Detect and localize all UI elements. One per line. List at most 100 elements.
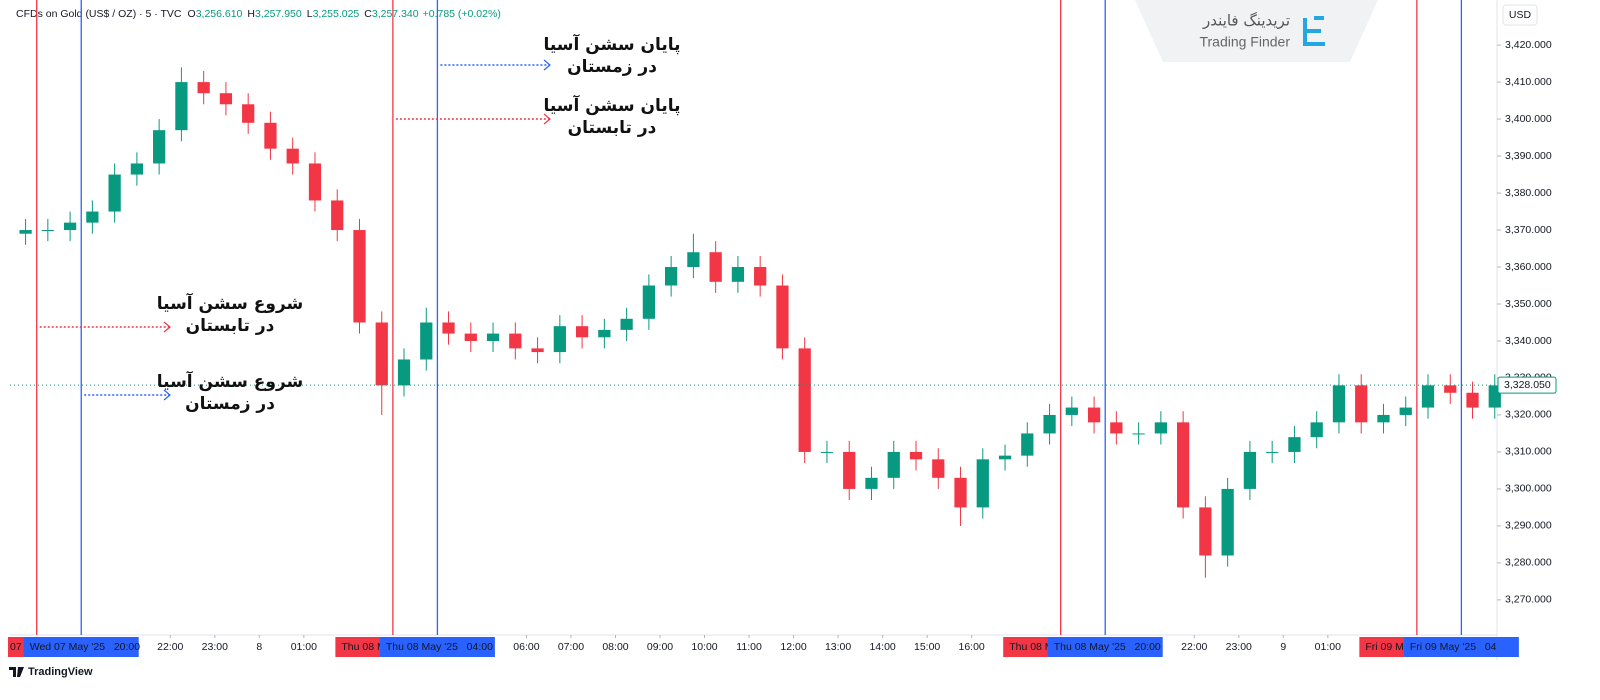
candle-body bbox=[286, 148, 299, 164]
y-tick-label: 3,290.000 bbox=[1505, 520, 1552, 532]
candle-body bbox=[1021, 433, 1034, 456]
candle-body bbox=[442, 322, 455, 334]
candle-body bbox=[976, 459, 989, 508]
watermark-en: Trading Finder bbox=[1199, 34, 1290, 50]
candle-body bbox=[1132, 433, 1145, 435]
x-tick-label: 22:00 bbox=[157, 641, 183, 653]
candle-body bbox=[1399, 407, 1412, 415]
change: +0.785 (+0.02%) bbox=[423, 8, 501, 20]
candle-body bbox=[464, 333, 477, 341]
session-label: 07 bbox=[10, 641, 22, 653]
x-tick-label: 23:00 bbox=[1226, 641, 1252, 653]
candle-body bbox=[1177, 422, 1190, 508]
candle-body bbox=[1065, 407, 1078, 415]
y-tick-label: 3,420.000 bbox=[1505, 39, 1552, 51]
x-tick-label: 14:00 bbox=[869, 641, 895, 653]
candle-body bbox=[486, 333, 500, 341]
candle-body bbox=[865, 477, 878, 489]
annotation-text: شروع سشن آسیا bbox=[157, 292, 304, 314]
candle-body bbox=[19, 230, 32, 234]
candle-body bbox=[1266, 451, 1279, 453]
candle-body bbox=[1466, 392, 1479, 408]
candle-body bbox=[353, 230, 366, 323]
candle-body bbox=[731, 267, 745, 282]
annotation-text: شروع سشن آسیا bbox=[157, 370, 304, 392]
candle-body bbox=[754, 267, 767, 286]
y-tick-label: 3,410.000 bbox=[1505, 76, 1552, 88]
x-tick-label: 23:00 bbox=[202, 641, 228, 653]
last-price-label: 3,328.050 bbox=[1504, 379, 1551, 391]
session-label: Thu 08 May '25 20:00 bbox=[1054, 641, 1161, 653]
ohlc-value: 3,257.340 bbox=[372, 8, 419, 20]
y-tick-label: 3,280.000 bbox=[1505, 557, 1552, 569]
candle-body bbox=[1332, 385, 1346, 423]
candle-body bbox=[620, 318, 633, 330]
candle-body bbox=[1377, 414, 1390, 423]
candle-body bbox=[375, 322, 388, 386]
watermark-fa: تریدینگ فایندر bbox=[1202, 12, 1290, 30]
x-tick-label: 15:00 bbox=[914, 641, 940, 653]
symbol: CFDs on Gold (US$ / OZ) · 5 · TVC bbox=[16, 8, 182, 20]
x-tick-label: 01:00 bbox=[1315, 641, 1341, 653]
candle-body bbox=[1221, 488, 1234, 556]
candle-body bbox=[219, 93, 233, 105]
session-label: Thu 08 May '25 04:00 bbox=[386, 641, 493, 653]
session-label: Thu 08 M bbox=[341, 641, 385, 653]
candle-body bbox=[954, 477, 967, 508]
y-tick-label: 3,400.000 bbox=[1505, 113, 1552, 125]
annotation-arrowhead bbox=[163, 321, 171, 333]
session-label-box bbox=[1403, 637, 1519, 657]
y-tick-label: 3,340.000 bbox=[1505, 335, 1552, 347]
ohlc-value: 3,257.950 bbox=[255, 8, 302, 20]
y-tick-label: 3,320.000 bbox=[1505, 409, 1552, 421]
currency-box bbox=[1502, 4, 1538, 26]
candle-body bbox=[531, 348, 544, 353]
watermark-badge bbox=[1135, 0, 1378, 62]
candle-body bbox=[1243, 451, 1257, 489]
candle-body bbox=[709, 252, 722, 282]
candle-body bbox=[108, 174, 121, 212]
y-tick-label: 3,350.000 bbox=[1505, 298, 1552, 310]
candle-body bbox=[887, 451, 900, 478]
candle-body bbox=[1310, 422, 1323, 438]
annotation-arrowhead bbox=[163, 389, 171, 401]
x-tick-label: 07:00 bbox=[558, 641, 584, 653]
x-tick-label: 11:00 bbox=[736, 641, 762, 653]
candle-body bbox=[687, 252, 700, 268]
candle-body bbox=[175, 82, 188, 131]
annotation-arrowhead bbox=[543, 59, 551, 71]
candle-body bbox=[998, 455, 1012, 460]
y-tick-label: 3,300.000 bbox=[1505, 483, 1552, 495]
candle-body bbox=[1087, 407, 1101, 423]
candle-body bbox=[776, 285, 789, 349]
candle-body bbox=[843, 451, 856, 489]
candle-body bbox=[575, 326, 589, 338]
candle-body bbox=[509, 333, 522, 349]
x-tick-label: 08:00 bbox=[602, 641, 628, 653]
session-label: Wed 07 May '25 20:00 bbox=[30, 641, 141, 653]
candle-body bbox=[553, 326, 566, 353]
ohlc-key: H bbox=[247, 8, 255, 20]
ohlc-key: C bbox=[364, 8, 372, 20]
last-price-box bbox=[1497, 376, 1557, 394]
annotation-text: پایان سشن آسیا bbox=[543, 94, 680, 116]
x-tick-label: 10:00 bbox=[691, 641, 717, 653]
candle-body bbox=[397, 359, 411, 386]
ohlc-value: 3,256.610 bbox=[196, 8, 243, 20]
candle-body bbox=[909, 451, 923, 460]
ohlc-value: 3,255.025 bbox=[313, 8, 360, 20]
y-tick-label: 3,380.000 bbox=[1505, 187, 1552, 199]
candle-body bbox=[1199, 507, 1212, 556]
session-label: Thu 08 M bbox=[1009, 641, 1053, 653]
x-tick-label: 22:00 bbox=[1181, 641, 1207, 653]
ohlc-key: L bbox=[307, 8, 313, 20]
session-label-box bbox=[1047, 637, 1163, 657]
watermark-logo bbox=[1303, 16, 1325, 46]
candle-body bbox=[153, 130, 166, 164]
y-tick-label: 3,360.000 bbox=[1505, 261, 1552, 273]
candle-body bbox=[1043, 414, 1056, 434]
x-tick-label: 12:00 bbox=[780, 641, 806, 653]
annotation-text: در تابستان bbox=[568, 118, 657, 138]
candle-body bbox=[130, 163, 144, 175]
y-tick-label: 3,370.000 bbox=[1505, 224, 1552, 236]
